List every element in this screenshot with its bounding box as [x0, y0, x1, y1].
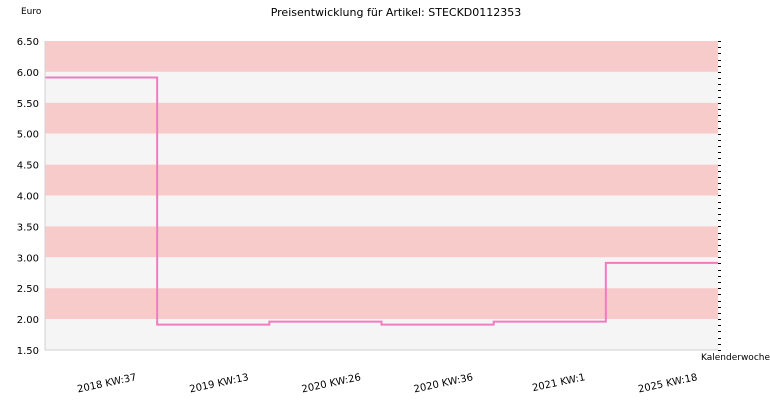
grid-band — [45, 102, 718, 134]
grid-band — [45, 133, 718, 165]
y-tick-label: 1.50 — [17, 346, 39, 357]
y-tick-label: 3.00 — [17, 253, 39, 264]
y-axis-label: Euro — [21, 7, 42, 17]
x-tick-label: 2018 KW:37 — [76, 372, 137, 395]
grid-band — [45, 226, 718, 258]
y-tick-label: 5.50 — [17, 99, 39, 110]
grid-band — [45, 195, 718, 227]
grid-band — [45, 288, 718, 320]
y-tick-label: 4.50 — [17, 161, 39, 172]
x-tick-label: 2021 KW:1 — [531, 372, 586, 394]
x-tick-label: 2025 KW:18 — [637, 372, 698, 395]
y-tick-label: 6.50 — [17, 37, 39, 48]
y-tick-label: 2.50 — [17, 284, 39, 295]
series-layer — [45, 76, 718, 326]
grid-band — [45, 41, 718, 72]
plot-background-bands — [45, 41, 718, 350]
price-series-line — [45, 76, 718, 326]
y-tick-label: 2.00 — [17, 315, 39, 326]
x-axis-label: Kalenderwoche — [701, 353, 770, 363]
y-tick-label: 5.00 — [17, 130, 39, 141]
grid-band — [45, 164, 718, 196]
chart-title: Preisentwicklung für Artikel: STECKD0112… — [271, 6, 522, 19]
x-tick-label: 2019 KW:13 — [189, 372, 250, 395]
y-tick-label: 4.00 — [17, 192, 39, 203]
y-tick-label: 6.00 — [17, 68, 39, 79]
y-tick-label: 3.50 — [17, 222, 39, 233]
x-tick-label: 2020 KW:36 — [413, 372, 474, 395]
x-tick-label: 2020 KW:26 — [301, 372, 362, 395]
